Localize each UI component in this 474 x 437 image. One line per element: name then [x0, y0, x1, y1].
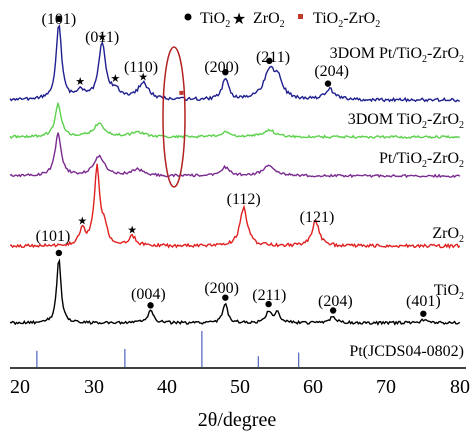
peak-labels: (101) (011) (110) (200) (211) (204) (101) (112)… — [36, 11, 441, 310]
marker-dot-tio2-2 — [222, 294, 229, 301]
x-tick-label-40: 40 — [157, 376, 177, 398]
x-tick-label-70: 70 — [376, 376, 396, 398]
xrd-traces — [9, 24, 461, 326]
reference-pattern — [36, 331, 300, 367]
marker-dot-3dom-pt-tio2-zro2-0 — [55, 15, 63, 23]
x-tick-label-20: 20 — [10, 376, 30, 398]
marker-star-3dom-pt-tio2-zro2-2: ★ — [97, 31, 107, 43]
x-tick-label-80: 80 — [450, 376, 470, 398]
marker-dot-3dom-pt-tio2-zro2-5 — [222, 69, 229, 76]
marker-star-3dom-pt-tio2-zro2-1: ★ — [75, 76, 85, 88]
x-axis-ticks: 20 30 40 50 60 70 80 — [10, 376, 470, 398]
legend-tio2-label: TiO2 — [200, 10, 230, 30]
sample-labels: 3DOM Pt/TiO2-ZrO2 3DOM TiO2-ZrO2 Pt/TiO2… — [330, 45, 464, 360]
peak-label-3dom-pt-tio2-zro2-2: (110) — [124, 59, 158, 76]
legend-tio2zro2-label: TiO2-ZrO2 — [313, 10, 380, 30]
legend: TiO2 ★ ZrO2 TiO2-ZrO2 — [184, 10, 380, 30]
trace-tio2 — [9, 258, 461, 326]
marker-dot-tio2-0 — [55, 249, 63, 257]
trace-3dom-pt-tio2-zro2 — [9, 24, 461, 103]
marker-dot-3dom-pt-tio2-zro2-6 — [266, 57, 273, 65]
marker-dot-tio2-4 — [329, 307, 337, 314]
peak-label-tio2-3: (204) — [318, 293, 353, 310]
marker-star-zro2-1: ★ — [127, 225, 137, 237]
legend-tio2zro2-square — [298, 14, 303, 19]
peak-label-3dom-pt-tio2-zro2-3: (200) — [204, 59, 239, 76]
peak-label-tio2-1: (200) — [204, 280, 239, 297]
sample-label-zro2: ZrO2 — [432, 225, 464, 245]
peak-label-tio2-0: (004) — [131, 286, 166, 303]
marker-dot-tio2-1 — [147, 302, 154, 309]
marker-star-3dom-pt-tio2-zro2-4: ★ — [138, 72, 148, 84]
sample-label-tio2: TiO2 — [434, 282, 464, 302]
peak-markers: ★ ★ ★ ★ ★ ★ — [55, 15, 427, 317]
legend-zro2-star: ★ — [232, 11, 246, 28]
peak-label-zro2-2: (121) — [300, 209, 335, 226]
sample-label-3dom-tio2-zro2: 3DOM TiO2-ZrO2 — [348, 111, 464, 131]
peak-label-tio2-4: (401) — [406, 293, 441, 310]
marker-star-zro2-0: ★ — [77, 215, 87, 227]
peak-label-3dom-pt-tio2-zro2-0: (101) — [42, 11, 77, 28]
sample-label-3dom-pt-tio2-zro2: 3DOM Pt/TiO2-ZrO2 — [330, 45, 464, 65]
marker-dot-3dom-pt-tio2-zro2-7 — [324, 80, 332, 87]
x-axis-label: 2θ/degree — [198, 409, 277, 431]
x-tick-label-50: 50 — [230, 376, 250, 398]
highlight-ellipse — [162, 46, 186, 188]
legend-zro2-label: ZrO2 — [253, 10, 285, 30]
trace-zro2 — [9, 163, 461, 250]
trace-pt-tio2-zro2 — [9, 132, 461, 179]
sample-label-pt-reference: Pt(JCDS04-0802) — [349, 343, 464, 360]
legend-tio2-dot — [184, 13, 192, 21]
x-tick-label-60: 60 — [303, 376, 323, 398]
sample-label-pt-tio2-zro2: Pt/TiO2-ZrO2 — [379, 150, 464, 170]
peak-label-3dom-pt-tio2-zro2-1: (011) — [85, 29, 119, 46]
marker-square-3dom-pt-tio2-zro2-8 — [179, 90, 184, 95]
trace-3dom-tio2-zro2 — [9, 102, 461, 140]
x-tick-label-30: 30 — [84, 376, 104, 398]
peak-label-zro2-0: (101) — [36, 228, 71, 245]
marker-star-3dom-pt-tio2-zro2-3: ★ — [110, 73, 120, 85]
marker-dot-tio2-5 — [420, 310, 427, 317]
peak-label-tio2-2: (211) — [252, 287, 286, 304]
peak-label-3dom-pt-tio2-zro2-5: (204) — [314, 63, 349, 80]
marker-dot-tio2-3 — [265, 300, 272, 308]
peak-label-zro2-1: (112) — [227, 191, 261, 208]
peak-label-3dom-pt-tio2-zro2-4: (211) — [256, 49, 290, 66]
